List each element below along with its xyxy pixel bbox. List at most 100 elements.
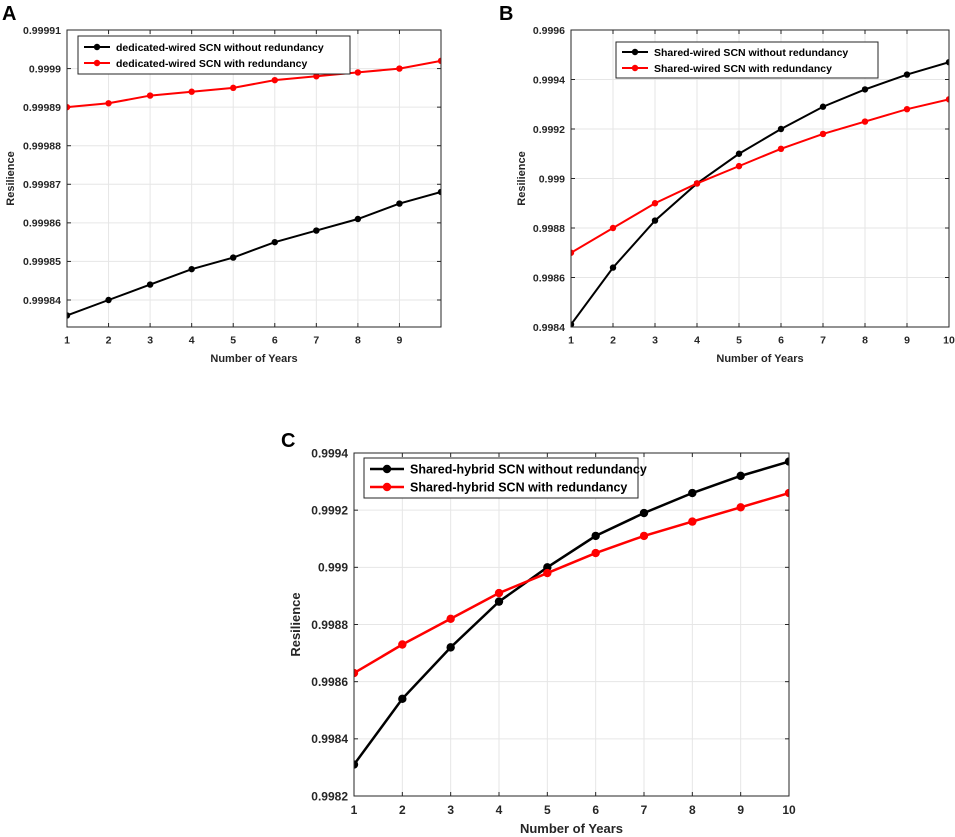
data-point bbox=[688, 488, 697, 498]
x-tick-label: 1 bbox=[351, 803, 358, 817]
data-point bbox=[437, 57, 441, 65]
data-point bbox=[639, 508, 649, 518]
x-tick-label: 10 bbox=[782, 803, 796, 817]
legend: Shared-hybrid SCN without redundancy Shar… bbox=[363, 457, 647, 499]
data-point bbox=[861, 86, 869, 93]
x-tick-label: 4 bbox=[694, 335, 700, 347]
x-tick-label: 5 bbox=[544, 803, 551, 817]
x-tick-label: 5 bbox=[230, 335, 236, 347]
y-axis-label: Resilience bbox=[288, 592, 303, 656]
data-point bbox=[188, 265, 195, 273]
data-point bbox=[543, 568, 552, 578]
data-point bbox=[591, 531, 600, 541]
chart-panel-b: 1 2 3 4 5 6 7 8 9 10 0.9984 0.9986 0.9988 0.999 0.9992… bbox=[499, 3, 955, 365]
y-tick-label: 0.9984 bbox=[533, 322, 565, 334]
data-point bbox=[571, 321, 575, 327]
x-tick-label: 4 bbox=[189, 335, 195, 347]
x-tick-label: 8 bbox=[689, 803, 696, 817]
y-tick-label: 0.9992 bbox=[311, 503, 348, 517]
x-tick-label: 7 bbox=[313, 335, 319, 347]
data-point bbox=[230, 254, 237, 261]
data-point bbox=[945, 96, 949, 103]
legend-marker bbox=[631, 64, 639, 72]
legend-marker bbox=[382, 482, 392, 492]
x-tick-label: 6 bbox=[592, 803, 599, 817]
x-tick-label: 7 bbox=[641, 803, 648, 817]
data-point bbox=[354, 69, 362, 76]
data-point bbox=[735, 150, 743, 157]
data-point bbox=[945, 58, 949, 66]
y-tick-label: 0.9994 bbox=[311, 446, 348, 460]
series-line-with-redundancy bbox=[354, 491, 789, 675]
y-tick-label: 0.99991 bbox=[23, 25, 61, 37]
x-tick-label: 9 bbox=[397, 335, 403, 347]
legend-entry: dedicated-wired SCN with redundancy bbox=[116, 58, 308, 70]
data-point bbox=[188, 88, 195, 95]
y-tick-label: 0.9984 bbox=[311, 732, 348, 746]
data-point bbox=[230, 84, 237, 92]
x-tick-label: 3 bbox=[447, 803, 454, 817]
data-point bbox=[777, 145, 785, 152]
y-tick-label: 0.9982 bbox=[311, 789, 348, 803]
x-tick-label: 2 bbox=[610, 335, 616, 347]
data-point bbox=[609, 264, 617, 271]
legend-box bbox=[77, 35, 351, 75]
y-tick-label: 0.999 bbox=[539, 173, 565, 185]
data-point bbox=[784, 457, 789, 466]
y-tick-label: 0.999 bbox=[318, 561, 348, 575]
legend-marker bbox=[382, 464, 392, 474]
legend-box bbox=[363, 457, 639, 499]
series-line-with-redundancy bbox=[67, 59, 441, 109]
data-point bbox=[354, 760, 359, 769]
y-tick-label: 0.9992 bbox=[533, 124, 565, 136]
x-tick-label: 1 bbox=[568, 335, 574, 347]
data-point bbox=[651, 200, 659, 207]
y-tick-label: 0.99987 bbox=[23, 179, 61, 191]
panel-label: C bbox=[281, 430, 295, 452]
data-point bbox=[571, 249, 575, 256]
data-point bbox=[819, 130, 827, 138]
chart-panel-a: 1 2 3 4 5 6 7 8 9 0.99984 0.99985 0.99986 0.99987 0.9… bbox=[2, 3, 442, 365]
x-tick-label: 5 bbox=[736, 335, 742, 347]
data-point bbox=[494, 588, 504, 598]
series-group bbox=[354, 457, 789, 769]
x-tick-label: 4 bbox=[496, 803, 503, 817]
data-point bbox=[398, 640, 407, 649]
legend-entry: Shared-hybrid SCN with redundancy bbox=[410, 481, 627, 495]
data-point bbox=[446, 614, 455, 623]
data-point bbox=[639, 531, 649, 541]
plot-area bbox=[67, 30, 441, 327]
x-tick-label: 3 bbox=[652, 335, 658, 347]
y-tick-label: 0.99988 bbox=[23, 140, 61, 152]
y-tick-label: 0.9988 bbox=[533, 223, 565, 235]
series-line-with-redundancy bbox=[571, 98, 949, 254]
y-tick-label: 0.99984 bbox=[23, 295, 61, 307]
data-point bbox=[313, 73, 320, 80]
data-point bbox=[903, 106, 911, 113]
data-point bbox=[437, 188, 441, 196]
legend-marker bbox=[93, 43, 101, 51]
y-tick-label: 0.9986 bbox=[311, 675, 348, 689]
x-axis-label: Number of Years bbox=[716, 353, 803, 365]
data-point bbox=[313, 227, 320, 234]
data-point bbox=[398, 694, 407, 704]
legend: Shared-wired SCN without redundancy Share… bbox=[615, 41, 879, 79]
data-point bbox=[735, 162, 743, 170]
legend: dedicated-wired SCN without redundancy de… bbox=[77, 35, 351, 75]
x-tick-label: 9 bbox=[904, 335, 910, 347]
data-point bbox=[354, 215, 362, 223]
data-point bbox=[396, 65, 403, 72]
series-line-without-redundancy bbox=[67, 191, 441, 317]
data-point bbox=[271, 76, 278, 84]
legend-marker bbox=[93, 59, 101, 67]
y-axis-label: Resilience bbox=[5, 151, 17, 205]
panel-label: B bbox=[499, 3, 513, 25]
y-axis-label: Resilience bbox=[516, 151, 528, 205]
x-tick-label: 3 bbox=[147, 335, 153, 347]
data-point bbox=[354, 668, 359, 678]
y-tick-label: 0.9999 bbox=[29, 63, 61, 75]
data-point bbox=[651, 217, 659, 224]
data-point bbox=[67, 312, 71, 319]
data-point bbox=[591, 548, 600, 558]
